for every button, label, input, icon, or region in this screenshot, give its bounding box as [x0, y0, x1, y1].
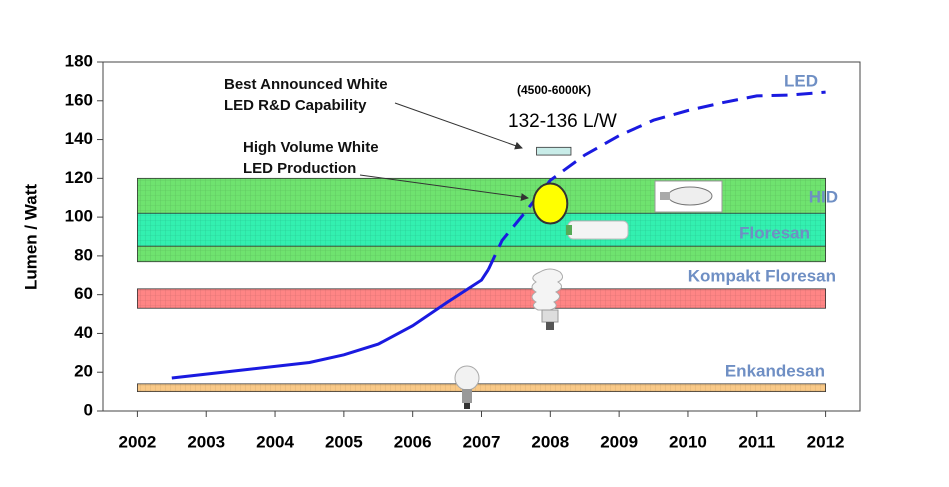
- y-tick-label: 120: [65, 168, 93, 187]
- band-label: Floresan: [739, 223, 810, 242]
- annotation: 132-136 L/W: [508, 111, 617, 132]
- y-tick-label: 60: [74, 284, 93, 303]
- x-tick-label: 2002: [118, 432, 156, 451]
- series-label: LED: [784, 71, 818, 90]
- y-tick-label: 180: [65, 51, 93, 70]
- band-label: HID: [809, 187, 838, 206]
- x-tick-label: 2010: [669, 432, 707, 451]
- x-tick-label: 2006: [394, 432, 432, 451]
- y-tick-label: 160: [65, 90, 93, 109]
- x-tick-label: 2008: [531, 432, 569, 451]
- annotation-arrow: [359, 174, 529, 202]
- annotation: High Volume White LED Production: [243, 139, 379, 177]
- band-label: Enkandesan: [725, 361, 825, 380]
- y-tick-label: 80: [74, 245, 93, 264]
- y-tick-label: 0: [84, 400, 93, 419]
- x-tick-label: 2007: [463, 432, 501, 451]
- y-tick-label: 40: [74, 323, 93, 342]
- band-texture: [137, 288, 826, 309]
- band-texture: [137, 383, 826, 392]
- led-line: [487, 90, 826, 271]
- lamp-icons: [454, 180, 723, 409]
- band-label: Kompakt Floresan: [688, 266, 836, 285]
- y-tick-label: 140: [65, 129, 93, 148]
- x-tick-label: 2005: [325, 432, 363, 451]
- y-tick-label: 20: [74, 362, 93, 381]
- annotation-arrow: [394, 102, 523, 150]
- x-tick-label: 2003: [187, 432, 225, 451]
- y-axis-label: Lumen / Watt: [21, 184, 40, 290]
- x-tick-label: 2004: [256, 432, 294, 451]
- y-tick-label: 100: [65, 207, 93, 226]
- annotation: Best Announced White LED R&D Capability: [224, 76, 388, 114]
- annotation: (4500-6000K): [517, 83, 591, 97]
- rd-capability: [536, 146, 572, 156]
- x-tick-label: 2011: [738, 432, 775, 451]
- band-texture: [137, 213, 826, 247]
- led-line: [171, 268, 490, 380]
- x-tick-label: 2009: [600, 432, 638, 451]
- production-point: [532, 182, 569, 225]
- x-tick-label: 2012: [807, 432, 845, 451]
